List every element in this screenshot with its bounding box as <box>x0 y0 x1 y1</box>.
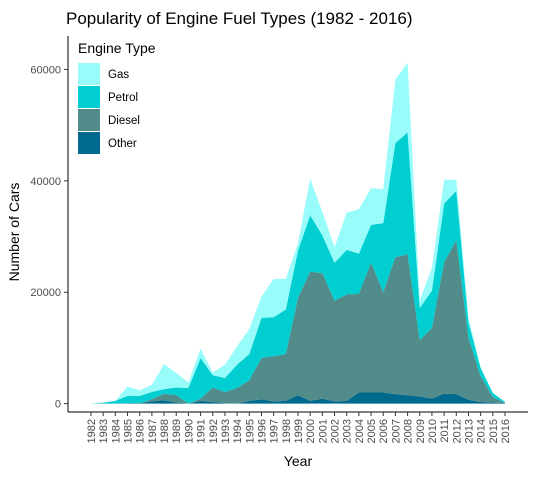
x-tick-label: 2005 <box>366 419 378 443</box>
legend-swatch-diesel <box>78 109 100 131</box>
x-tick-label: 2001 <box>317 419 329 443</box>
legend-label-petrol: Petrol <box>108 92 138 104</box>
x-tick-label: 2008 <box>403 419 415 443</box>
x-tick-label: 2016 <box>500 419 512 443</box>
legend-title: Engine Type <box>78 40 156 56</box>
x-tick-label: 1992 <box>208 419 220 443</box>
x-tick-label: 1994 <box>232 419 244 443</box>
legend-swatch-gas <box>78 63 100 85</box>
area-series-group <box>91 62 505 404</box>
area-other <box>91 392 505 404</box>
x-axis-title: Year <box>284 453 313 469</box>
x-tick-label: 2002 <box>330 419 342 443</box>
legend-swatch-other <box>78 132 100 154</box>
x-tick-label: 1996 <box>256 419 268 443</box>
x-tick-label: 1993 <box>220 419 232 443</box>
x-tick-label: 1986 <box>135 419 147 443</box>
x-tick-label: 1991 <box>196 419 208 443</box>
x-tick-label: 2010 <box>427 419 439 443</box>
x-tick-label: 1985 <box>123 419 135 443</box>
x-tick-label: 2013 <box>463 419 475 443</box>
x-tick-label: 1988 <box>159 419 171 443</box>
x-tick-label: 2012 <box>451 419 463 443</box>
x-tick-label: 2009 <box>415 419 427 443</box>
x-tick-label: 1995 <box>244 419 256 443</box>
x-tick-label: 2014 <box>476 419 488 443</box>
legend: Engine Type Gas Petrol Diesel Other <box>78 40 156 154</box>
x-tick-label: 2011 <box>439 419 451 443</box>
area-diesel <box>91 240 505 404</box>
x-tick-label: 1983 <box>98 419 110 443</box>
y-tick-label: 40000 <box>30 176 61 188</box>
x-tick-label: 1987 <box>147 419 159 443</box>
x-tick-label: 2003 <box>342 419 354 443</box>
y-tick-label: 0 <box>55 399 61 411</box>
x-tick-label: 2000 <box>305 419 317 443</box>
x-tick-label: 2004 <box>354 419 366 443</box>
x-tick-label: 1989 <box>171 419 183 443</box>
legend-swatch-petrol <box>78 86 100 108</box>
x-tick-label: 2015 <box>488 419 500 443</box>
legend-label-other: Other <box>108 138 137 150</box>
y-tick-label: 20000 <box>30 287 61 299</box>
y-ticks: 0 20000 40000 60000 <box>30 64 68 411</box>
x-tick-label: 1982 <box>86 419 98 443</box>
x-tick-label: 1997 <box>269 419 281 443</box>
legend-label-diesel: Diesel <box>108 115 140 127</box>
x-tick-label: 2007 <box>390 419 402 443</box>
area-petrol <box>91 132 505 404</box>
x-tick-label: 1990 <box>183 419 195 443</box>
x-tick-label: 2006 <box>378 419 390 443</box>
chart-title: Popularity of Engine Fuel Types (1982 - … <box>66 9 413 28</box>
x-tick-label: 1998 <box>281 419 293 443</box>
y-tick-label: 60000 <box>30 64 61 76</box>
x-ticks: 1982 1983 1984 1985 1986 1987 1988 1989 1990 1991… <box>86 412 512 443</box>
y-axis-title: Number of Cars <box>6 183 22 282</box>
x-tick-label: 1984 <box>110 419 122 443</box>
legend-label-gas: Gas <box>108 69 129 81</box>
x-tick-label: 1999 <box>293 419 305 443</box>
legend-items: Gas Petrol Diesel Other <box>78 63 140 154</box>
